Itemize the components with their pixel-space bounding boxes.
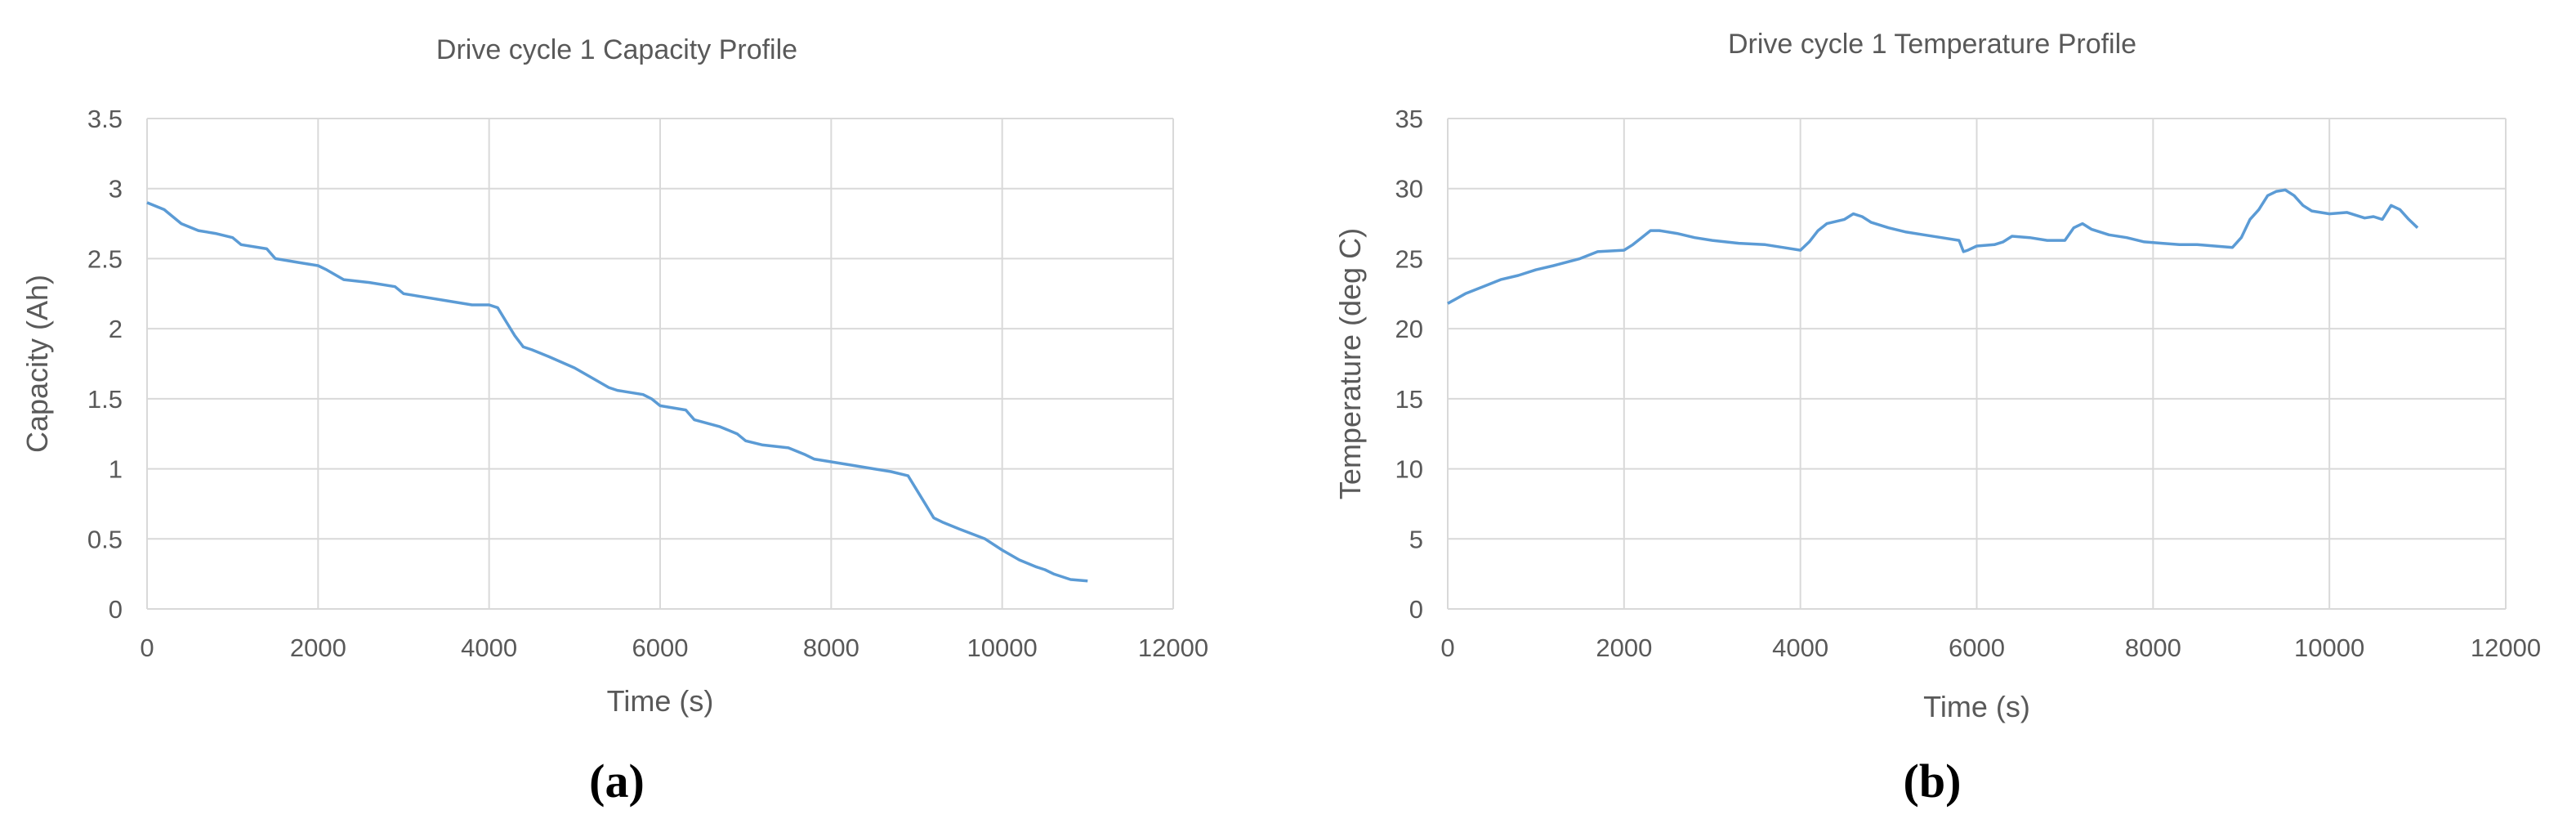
chart-title: Drive cycle 1 Temperature Profile [1728, 29, 2136, 60]
x-tick-label: 12000 [1138, 633, 1208, 662]
x-tick-label: 8000 [2125, 633, 2181, 662]
y-tick-label: 3.5 [87, 105, 123, 133]
y-tick-label: 1.5 [87, 385, 123, 414]
y-axis-title: Temperature (deg C) [1333, 228, 1367, 499]
y-tick-label: 35 [1395, 105, 1423, 133]
panel-label: (b) [1904, 754, 1962, 808]
series-line-0 [146, 201, 1088, 583]
y-tick-label: 25 [1395, 244, 1423, 273]
chart-title: Drive cycle 1 Capacity Profile [436, 34, 797, 65]
y-tick-label: 0.5 [87, 525, 123, 553]
x-tick-label: 4000 [461, 633, 517, 662]
y-tick-label: 0 [109, 595, 123, 624]
y-tick-label: 10 [1395, 455, 1423, 484]
y-tick-label: 2 [109, 315, 123, 343]
panel-label: (a) [589, 754, 645, 808]
series-line-0 [1447, 188, 2419, 305]
y-tick-label: 5 [1409, 525, 1423, 553]
x-tick-label: 10000 [967, 633, 1038, 662]
y-tick-label: 2.5 [87, 244, 123, 273]
x-axis-title: Time (s) [1923, 690, 2030, 723]
x-tick-label: 4000 [1772, 633, 1828, 662]
y-axis-title: Capacity (Ah) [20, 275, 54, 453]
x-axis-title: Time (s) [607, 684, 714, 718]
x-tick-label: 0 [1440, 633, 1454, 662]
y-tick-label: 20 [1395, 315, 1423, 343]
x-tick-label: 6000 [1949, 633, 2005, 662]
x-tick-label: 12000 [2471, 633, 2541, 662]
x-tick-label: 6000 [632, 633, 689, 662]
chart-panel-1: 0 5 10 15 20 25 30 35 0 2000 4000 6000 8000 10000 1200… [1333, 29, 2541, 808]
chart-panel-0: 0 0.5 1 1.5 2 2.5 3 3.5 0 2000 4000 6000 8000 10000 12… [20, 34, 1208, 808]
x-tick-label: 2000 [1596, 633, 1652, 662]
y-tick-label: 1 [109, 455, 123, 484]
y-tick-label: 30 [1395, 175, 1423, 204]
y-tick-label: 3 [109, 175, 123, 204]
y-tick-label: 15 [1395, 385, 1423, 414]
x-tick-label: 2000 [290, 633, 346, 662]
x-tick-label: 8000 [803, 633, 859, 662]
x-tick-label: 0 [140, 633, 154, 662]
y-tick-label: 0 [1409, 595, 1423, 624]
x-tick-label: 10000 [2294, 633, 2364, 662]
